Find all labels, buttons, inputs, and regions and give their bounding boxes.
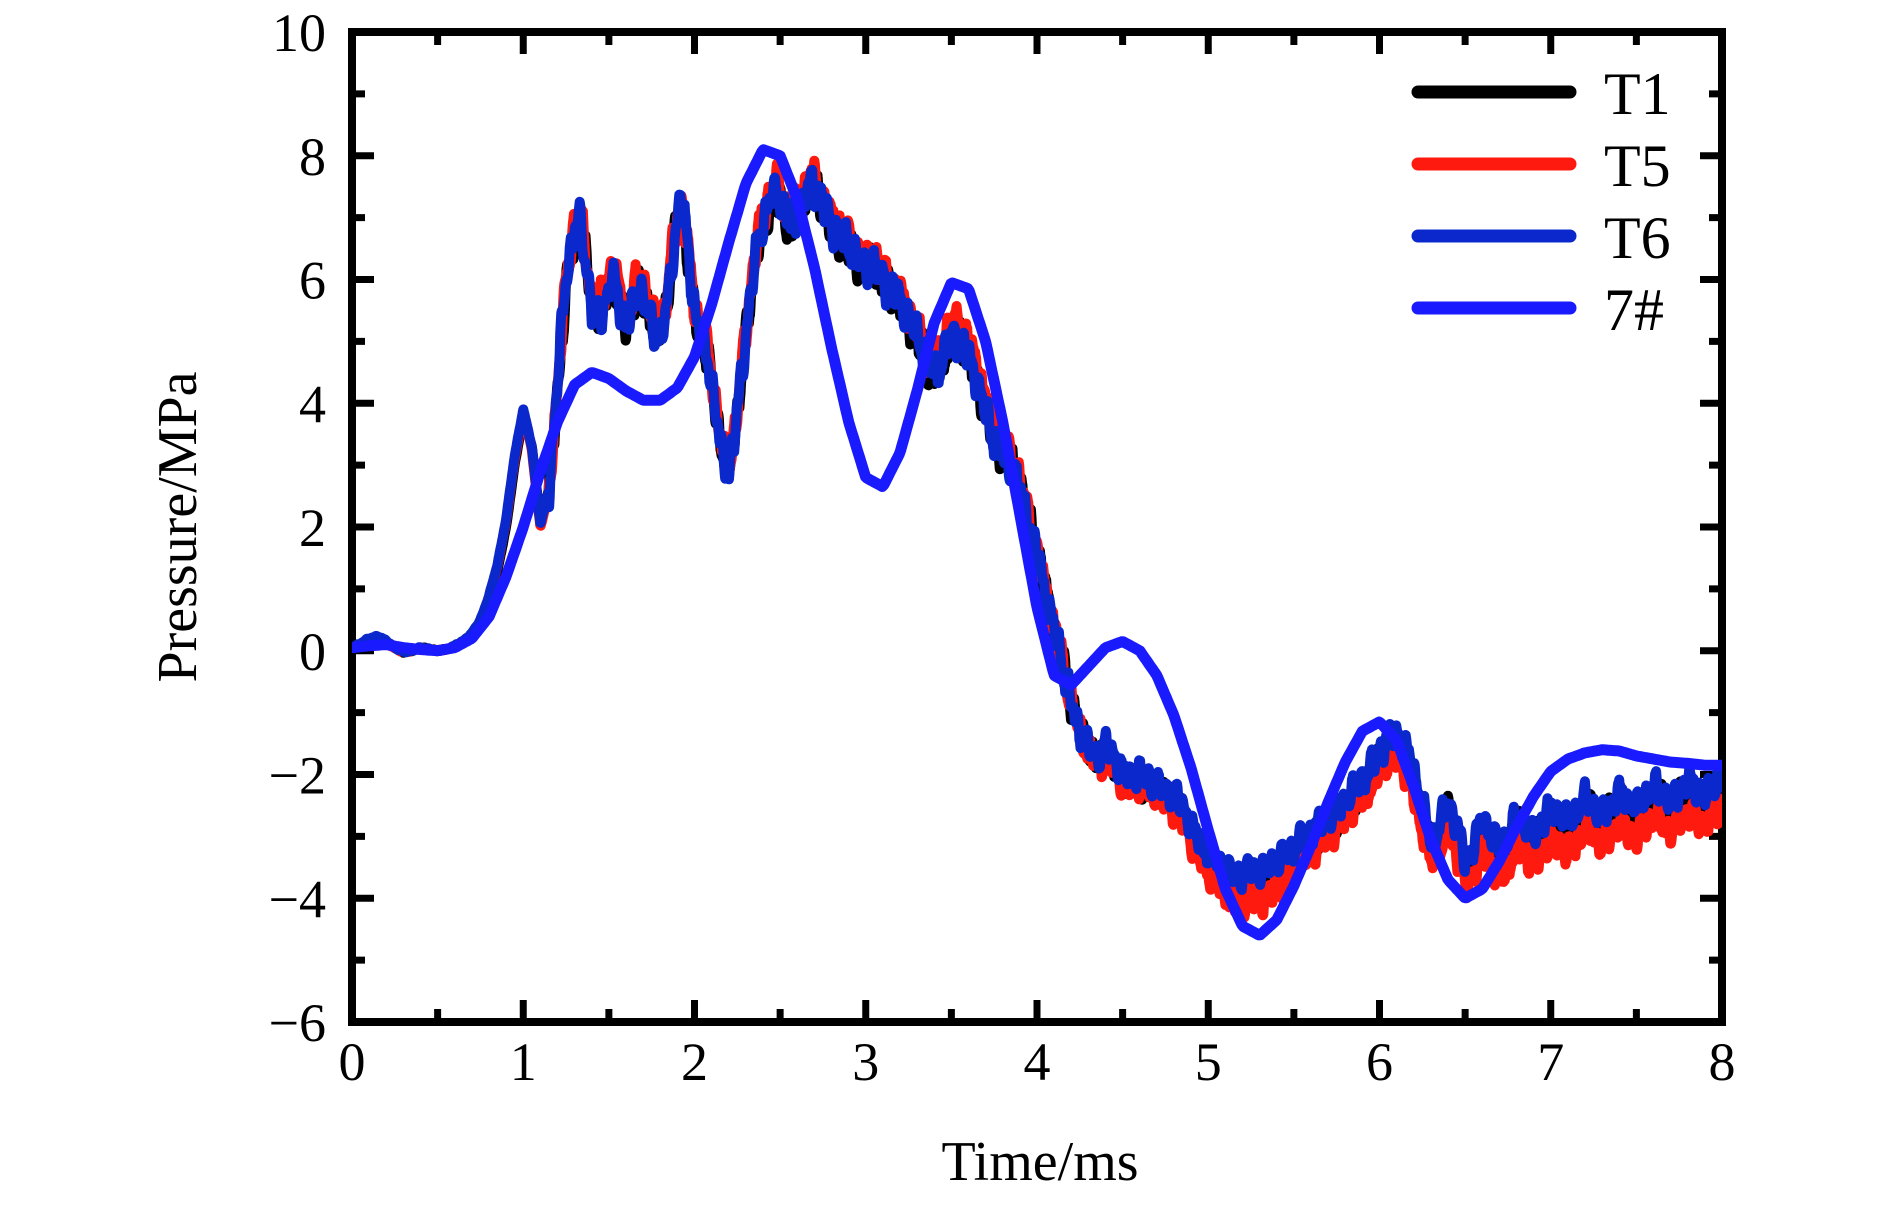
legend-label-7hash: 7# (1604, 277, 1664, 343)
x-axis-title: Time/ms (941, 1131, 1138, 1193)
y-tick-label: 6 (299, 251, 326, 311)
y-tick-label: 4 (299, 374, 326, 434)
y-tick-label: 10 (272, 3, 326, 63)
x-tick-label: 2 (681, 1032, 708, 1092)
y-tick-label: 8 (299, 127, 326, 187)
x-tick-label: 7 (1537, 1032, 1564, 1092)
y-tick-label: −4 (269, 869, 326, 929)
x-tick-label: 8 (1709, 1032, 1736, 1092)
y-tick-label: −6 (269, 993, 326, 1053)
y-tick-label: 0 (299, 622, 326, 682)
x-tick-label: 0 (339, 1032, 366, 1092)
legend-label-T6: T6 (1604, 205, 1671, 271)
y-tick-label: 2 (299, 498, 326, 558)
x-tick-label: 6 (1366, 1032, 1393, 1092)
x-tick-label: 4 (1024, 1032, 1051, 1092)
legend-label-T1: T1 (1604, 61, 1671, 127)
series-lines (352, 144, 1722, 941)
x-tick-label: 1 (510, 1032, 537, 1092)
y-axis-tick-labels: 10 8 6 4 2 0 −2 −4 −6 (269, 3, 326, 1053)
x-tick-label: 3 (852, 1032, 879, 1092)
y-tick-label: −2 (269, 746, 326, 806)
x-axis-tick-labels: 0 1 2 3 4 5 6 7 8 (339, 1032, 1736, 1092)
x-tick-label: 5 (1195, 1032, 1222, 1092)
x-axis-ticks (348, 32, 1726, 1022)
y-axis-title: Pressure/MPa (147, 371, 209, 682)
legend-label-T5: T5 (1604, 133, 1671, 199)
series-line-T6 (352, 164, 1722, 895)
series-line-7hash (352, 144, 1722, 941)
